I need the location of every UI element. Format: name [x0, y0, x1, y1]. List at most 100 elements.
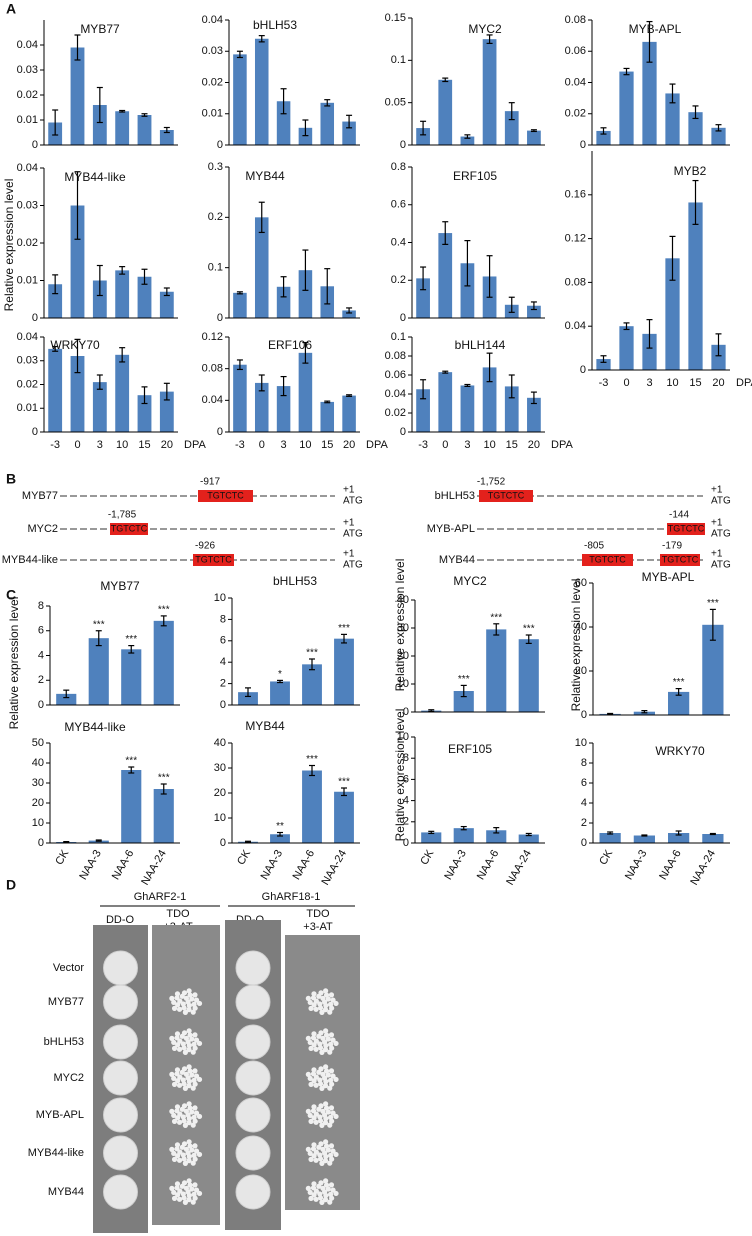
chart-title: MYB2	[674, 164, 707, 178]
y-tick-label: 0	[220, 699, 226, 711]
colony-speck	[174, 1031, 181, 1037]
error-bar	[128, 644, 135, 654]
colony-speck	[305, 1185, 311, 1191]
bar	[421, 832, 442, 843]
error-bar	[428, 709, 435, 713]
error-bar	[302, 341, 309, 364]
error-bar	[623, 67, 630, 76]
error-bar	[245, 687, 251, 698]
bar	[254, 217, 269, 318]
colony-speck	[320, 1185, 326, 1191]
start-codon: ATG	[711, 529, 731, 540]
colony-speck	[322, 1007, 329, 1013]
error-bar	[163, 287, 170, 297]
bar	[619, 326, 634, 370]
y-tick-label: 10	[575, 737, 587, 749]
colony-speck	[327, 1199, 333, 1205]
error-bar	[324, 268, 331, 305]
error-bar	[464, 383, 471, 387]
colony-speck	[187, 1068, 193, 1074]
y-tick-label: 0.6	[391, 199, 406, 211]
colony-speck	[323, 1101, 329, 1107]
colony-speck	[187, 992, 193, 998]
y-tick-label: 10	[214, 812, 226, 824]
colony-speck	[169, 1108, 175, 1114]
error-bar	[420, 120, 427, 136]
colony-speck	[176, 1157, 183, 1163]
colony-speck	[180, 1114, 186, 1120]
site-position: -1,752	[477, 477, 506, 488]
significance: ***	[707, 598, 719, 609]
y-tick-label: 0	[400, 426, 406, 438]
x-tick-label: 10	[666, 377, 678, 389]
colony-speck	[328, 1182, 335, 1188]
colony-speck	[320, 995, 326, 1001]
bar	[688, 202, 703, 370]
chart-title: MYB44	[245, 719, 285, 733]
colony-speck	[307, 1189, 313, 1196]
colony-speck	[182, 1160, 189, 1166]
error-bar	[600, 355, 607, 363]
error-bar	[74, 34, 81, 61]
bar	[527, 130, 541, 145]
error-bar	[141, 386, 148, 405]
y-tick-label: 0.2	[391, 274, 406, 286]
y-tick-label: 0	[403, 706, 409, 718]
colony-speck	[323, 988, 329, 994]
colony-speck	[182, 1009, 189, 1015]
y-tick-label: 2	[38, 674, 44, 686]
y-tick-label: 0.16	[565, 189, 586, 201]
bar	[702, 624, 724, 715]
colony-speck	[180, 1001, 186, 1007]
x-tick-label: 3	[464, 439, 470, 451]
colony-speck	[186, 1115, 192, 1122]
chart-title: ERF105	[453, 169, 497, 183]
chart-title: MYC2	[468, 22, 502, 36]
bar	[342, 121, 356, 145]
colony-speck	[308, 1045, 314, 1051]
colony-speck	[183, 1108, 190, 1114]
y-tick-label: 0	[217, 426, 223, 438]
colony-speck	[192, 1045, 198, 1051]
y-tick-label: 8	[220, 613, 226, 625]
y-tick-label: 0	[32, 312, 38, 324]
site-position: -1,785	[108, 510, 137, 521]
colony-speck	[323, 1153, 329, 1160]
y-tick-label: 40	[575, 621, 587, 633]
bar	[298, 127, 313, 145]
colony-speck	[318, 990, 324, 996]
chart-title: WRKY70	[50, 338, 100, 352]
motif-box	[110, 523, 148, 535]
y-tick-label: 0.03	[17, 64, 38, 76]
bar	[668, 691, 690, 715]
y-tick-label: 0.01	[202, 108, 223, 120]
colony-speck	[323, 1143, 330, 1149]
bar	[70, 205, 85, 318]
motif-label: TGTCTC	[589, 554, 626, 564]
bar	[137, 395, 152, 432]
bar	[115, 111, 130, 145]
y-axis-label: Relative expression level	[393, 559, 407, 692]
colony-speck	[328, 1032, 335, 1038]
colony-speck	[318, 1066, 324, 1072]
y-tick-label: 0.02	[385, 407, 406, 419]
bar	[453, 828, 474, 843]
colony-speck	[186, 1101, 192, 1107]
colony-speck	[171, 1039, 177, 1046]
error-bar	[420, 379, 427, 400]
colony-speck	[329, 1081, 335, 1087]
colony-speck	[169, 1185, 175, 1191]
colony-speck	[181, 990, 188, 996]
error-bar	[324, 400, 331, 404]
colony-speck	[311, 1142, 317, 1148]
error-bar	[52, 345, 59, 352]
colony-speck	[327, 1122, 333, 1128]
colony-speck	[171, 1081, 178, 1087]
significance: ***	[673, 677, 685, 688]
bar	[276, 386, 291, 432]
bar	[688, 112, 703, 145]
colony-speck	[193, 1073, 200, 1079]
bar	[527, 397, 541, 432]
colony-speck	[193, 1187, 200, 1193]
colony-speck	[319, 1122, 325, 1128]
